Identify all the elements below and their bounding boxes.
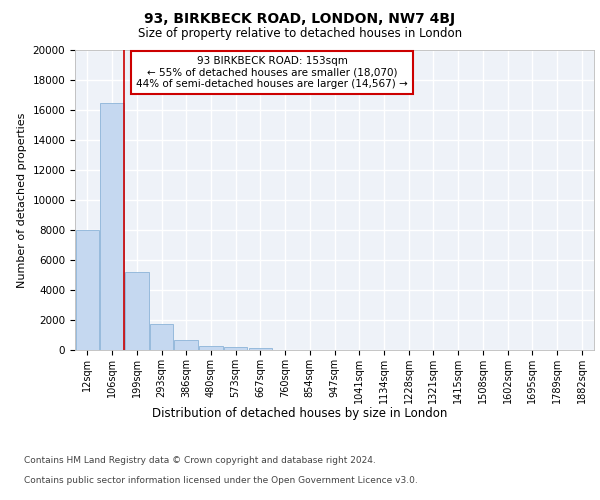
Text: Contains public sector information licensed under the Open Government Licence v3: Contains public sector information licen… [24,476,418,485]
Text: 93, BIRKBECK ROAD, LONDON, NW7 4BJ: 93, BIRKBECK ROAD, LONDON, NW7 4BJ [145,12,455,26]
Bar [248,348,272,350]
Bar [150,324,173,350]
Bar [224,347,247,350]
Y-axis label: Number of detached properties: Number of detached properties [17,112,27,288]
Bar [100,102,124,350]
Bar [199,346,223,350]
Bar [125,272,149,350]
Text: Contains HM Land Registry data © Crown copyright and database right 2024.: Contains HM Land Registry data © Crown c… [24,456,376,465]
Bar [76,230,99,350]
Text: Size of property relative to detached houses in London: Size of property relative to detached ho… [138,28,462,40]
Text: Distribution of detached houses by size in London: Distribution of detached houses by size … [152,408,448,420]
Text: 93 BIRKBECK ROAD: 153sqm
← 55% of detached houses are smaller (18,070)
44% of se: 93 BIRKBECK ROAD: 153sqm ← 55% of detach… [136,56,408,89]
Bar [175,340,198,350]
